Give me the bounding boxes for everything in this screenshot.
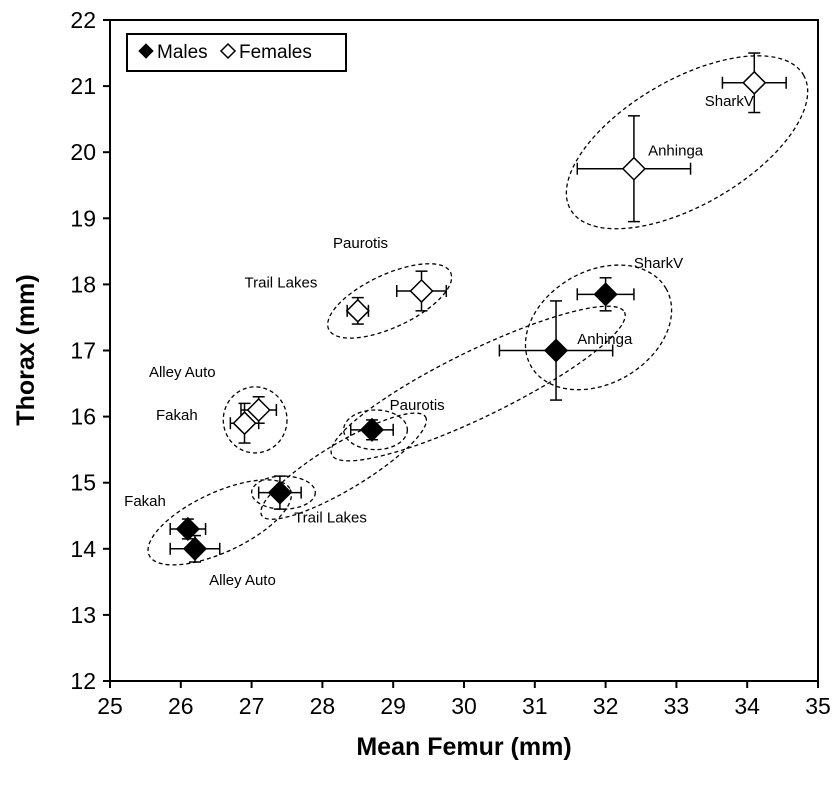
grouping-ellipse (260, 412, 428, 520)
y-tick-label: 13 (70, 602, 96, 628)
legend-males-label: Males (157, 42, 208, 63)
y-tick-label: 18 (70, 271, 96, 297)
y-tick-label: 22 (70, 7, 96, 33)
female-point-label: Paurotis (333, 235, 388, 252)
male-point-label: Trail Lakes (294, 509, 367, 526)
male-point-label: Paurotis (390, 397, 445, 414)
grouping-ellipse (147, 479, 293, 566)
grouping-ellipse (342, 409, 409, 451)
x-axis-title: Mean Femur (mm) (356, 733, 571, 761)
female-data-point (409, 278, 434, 304)
female-point-label: Trail Lakes (245, 275, 318, 292)
y-tick-label: 16 (70, 404, 96, 430)
male-data-point (267, 480, 292, 505)
y-tick-label: 17 (70, 338, 96, 364)
male-point-label: Fakah (124, 493, 166, 510)
female-data-point (742, 70, 767, 95)
x-tick-label: 25 (97, 693, 123, 719)
legend-females-label: Females (239, 42, 312, 63)
y-axis-title: Thorax (mm) (12, 274, 40, 425)
x-tick-label: 33 (664, 693, 690, 719)
male-point-label: Anhinga (577, 331, 633, 348)
male-data-point (593, 282, 618, 307)
y-axis-ticks: 12 13 14 15 16 17 18 19 20 21 22 (70, 7, 110, 694)
legend-box (126, 33, 347, 72)
y-tick-label: 14 (70, 536, 96, 562)
grouping-ellipse (327, 263, 453, 339)
female-data-point (246, 397, 271, 423)
x-tick-label: 35 (805, 693, 831, 719)
x-tick-label: 28 (310, 693, 336, 719)
x-tick-label: 27 (239, 693, 265, 719)
female-data-point (621, 156, 646, 181)
female-point-label: Alley Auto (149, 364, 216, 381)
y-tick-label: 15 (70, 470, 96, 496)
female-point-label: Fakah (156, 407, 198, 424)
point-labels: Fakah Alley Auto Trail Lakes Paurotis Anhing… (124, 93, 754, 589)
legend-males-marker (138, 43, 154, 59)
grouping-ellipse (330, 305, 626, 462)
x-tick-label: 30 (451, 693, 477, 719)
male-data-point (175, 516, 200, 542)
male-data-point (543, 338, 569, 363)
y-tick-label: 20 (70, 139, 96, 165)
legend-females-marker (219, 42, 237, 60)
x-axis-ticks: 25 26 27 28 29 30 31 32 33 34 35 (97, 681, 831, 719)
female-data-point (232, 411, 257, 436)
y-tick-label: 21 (70, 73, 96, 99)
legend: Males Females (126, 33, 347, 72)
grouping-ellipse (524, 264, 673, 391)
y-tick-label: 12 (70, 668, 96, 694)
male-point-label: SharkV (634, 255, 683, 272)
male-data-point (359, 417, 385, 442)
female-point-label: SharkV (705, 93, 754, 110)
male-data-point (182, 536, 208, 561)
female-point-label: Anhinga (648, 143, 704, 160)
plot-frame (109, 19, 819, 682)
male-point-label: Alley Auto (209, 572, 276, 589)
grouping-ellipse (222, 386, 288, 454)
x-tick-label: 32 (593, 693, 619, 719)
x-tick-label: 26 (168, 693, 194, 719)
data-markers (175, 70, 767, 561)
grouping-ellipse (565, 55, 809, 230)
x-tick-label: 31 (522, 693, 548, 719)
x-tick-label: 29 (380, 693, 406, 719)
female-data-point (345, 298, 370, 323)
grouping-ellipses (147, 55, 809, 566)
x-tick-label: 34 (734, 693, 760, 719)
y-tick-label: 19 (70, 205, 96, 231)
